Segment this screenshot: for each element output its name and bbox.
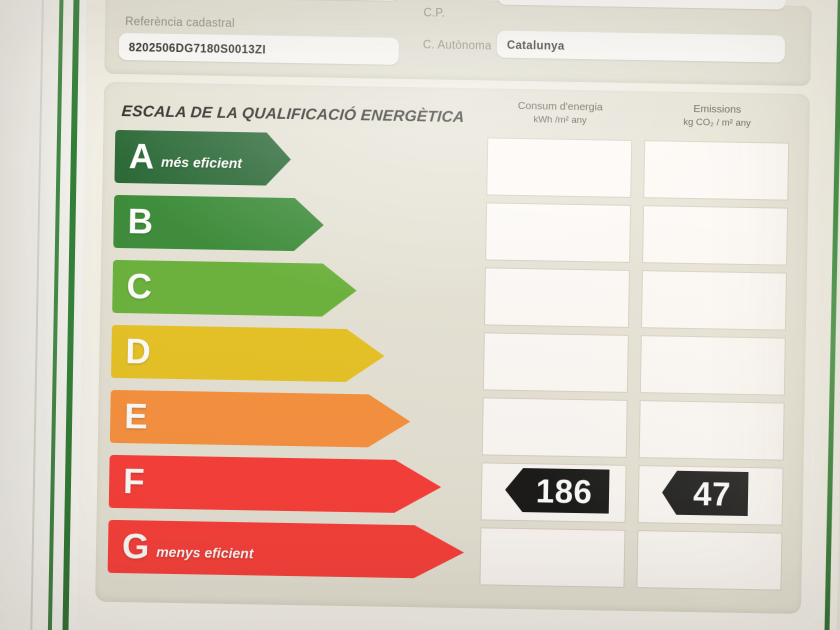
rating-band-letter-e: E [123,397,149,437]
grid-cell [637,531,782,590]
grid-cell [641,271,786,330]
rating-band-letter-g: G [121,527,150,567]
rating-band-c: C [112,260,357,317]
value-column-emissions [637,139,789,596]
cp-label: C.P. [423,7,446,20]
column-header-consum-units: kWh /m² any [533,114,587,127]
value-badge-text: 47 [692,474,732,513]
grid-cell [640,336,785,395]
value-badge-text: 186 [535,471,593,510]
rating-band-d: D [111,325,385,383]
value-badge-consum: 186 [505,468,610,514]
cp-field[interactable] [497,0,786,10]
rating-band-letter-a: A [128,137,155,177]
certificate-frame-line-right [823,0,840,630]
grid-cell [639,401,784,460]
identification-form-strip: Referència cadastral 8202506DG7180S0013Z… [104,0,812,87]
rating-band-e: E [110,390,411,448]
rating-band-letter-c: C [126,267,153,307]
referencia-cadastral-value: 8202506DG7180S0013ZI [128,42,266,57]
referencia-cadastral-label: Referència cadastral [125,16,235,30]
column-header-emissions-units: kg CO₂ / m² any [683,116,751,130]
energy-scale-panel: ESCALA DE LA QUALIFICACIÓ ENERGÈTICA Con… [95,81,811,614]
page-title: ESCALA DE LA QUALIFICACIÓ ENERGÈTICA [121,103,465,127]
rating-band-letter-f: F [122,462,145,502]
column-header-emissions: Emissions kg CO₂ / m² any [645,101,788,131]
rating-band-note-g: menys eficient [156,543,254,562]
column-header-consum: Consum d'energia kWh /m² any [488,98,631,128]
address-field-box[interactable] [119,0,401,1]
rating-band-letter-b: B [127,202,154,242]
comunitat-autonoma-value: Catalunya [506,39,565,53]
rating-band-letter-d: D [125,332,152,372]
grid-cell [644,141,789,200]
comunitat-autonoma-label: C. Autònoma [422,39,492,53]
rating-band-b: B [113,195,324,252]
rating-band-f: F [109,455,442,514]
grid-cell [643,206,788,265]
rating-band-note-a: més eficient [160,153,243,172]
certificate-page: Referència cadastral 8202506DG7180S0013Z… [75,0,840,630]
certificate-content: Referència cadastral 8202506DG7180S0013Z… [95,0,812,630]
value-badge-emissions: 47 [662,471,749,516]
